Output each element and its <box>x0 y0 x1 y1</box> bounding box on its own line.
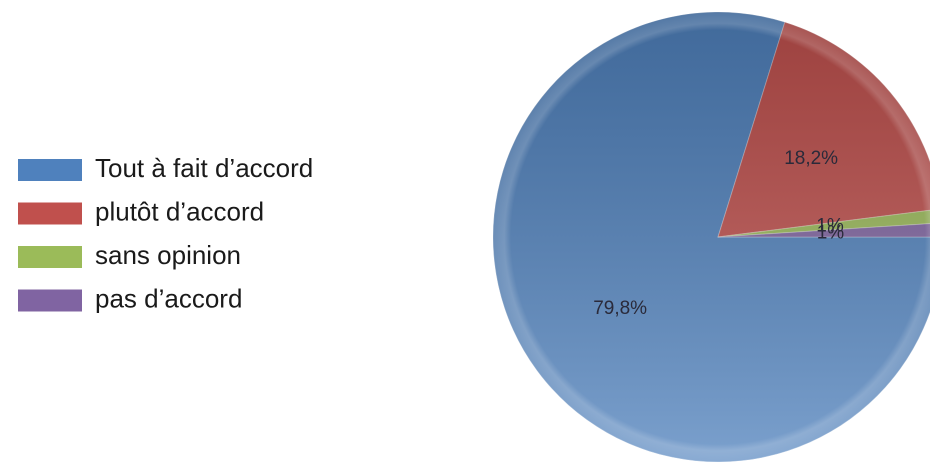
slice-label: 79,8% <box>593 298 647 319</box>
slice-label: 1% <box>817 222 845 243</box>
legend-label: pas d’accord <box>95 283 242 313</box>
legend-swatch <box>18 289 82 312</box>
legend-swatch <box>18 202 82 225</box>
slice-labels: 79,8% 18,2% 1%1% <box>593 148 844 319</box>
legend-label: sans opinion <box>95 240 241 270</box>
legend-label: Tout à fait d’accord <box>95 153 313 183</box>
legend-swatch <box>18 159 82 181</box>
slice-label: 18,2% <box>784 148 838 169</box>
slice-label: 1% <box>816 215 844 236</box>
legend-label: plutôt d’accord <box>95 196 264 226</box>
pie <box>492 11 930 463</box>
legend: Tout à fait d’accord plutôt d’accord sans … <box>18 153 313 313</box>
legend-swatch <box>18 246 82 268</box>
